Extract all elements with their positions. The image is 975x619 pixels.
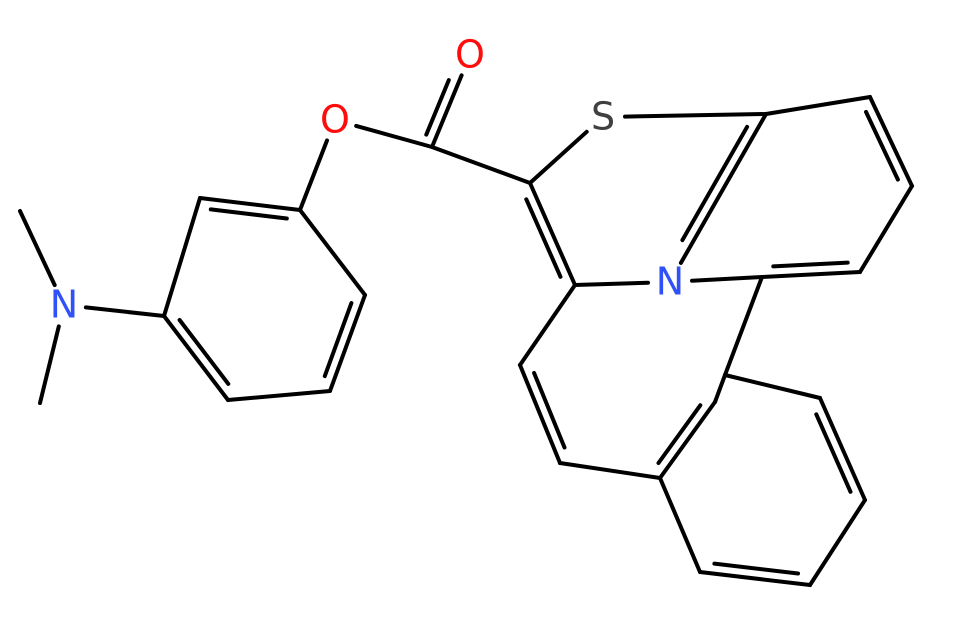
bond [300, 141, 327, 211]
bond [432, 147, 530, 183]
bond [625, 114, 766, 117]
molecule-diagram: N S O O N [0, 0, 975, 619]
bond [530, 132, 587, 183]
bond [714, 564, 798, 574]
bond [660, 402, 715, 478]
bond [820, 398, 865, 500]
atom-O: O [455, 33, 485, 77]
bond [560, 463, 660, 478]
bond [228, 391, 330, 400]
bond [682, 127, 747, 240]
bond [164, 316, 228, 400]
bond [520, 285, 575, 365]
atom-S: S [591, 95, 615, 139]
bond [692, 277, 762, 281]
bond [810, 500, 865, 585]
bond [40, 326, 59, 403]
bond [681, 114, 766, 263]
bond [870, 97, 912, 186]
bond [180, 320, 229, 384]
bond [426, 80, 449, 135]
bond [773, 263, 847, 267]
bond [530, 183, 575, 285]
bond [660, 478, 700, 572]
bond [520, 365, 560, 463]
bond [20, 211, 55, 285]
atom-O: O [320, 98, 350, 142]
bond [766, 97, 870, 114]
bond [715, 375, 725, 402]
bond [300, 210, 365, 295]
bond [725, 375, 820, 398]
bond [725, 277, 762, 375]
bond [860, 186, 912, 272]
bond [86, 307, 164, 316]
bond [164, 198, 200, 316]
bond [356, 126, 432, 147]
bond [762, 272, 860, 277]
atom-N: N [50, 283, 78, 327]
bond [575, 283, 648, 285]
bond [211, 209, 287, 218]
atom-N: N [656, 260, 684, 304]
